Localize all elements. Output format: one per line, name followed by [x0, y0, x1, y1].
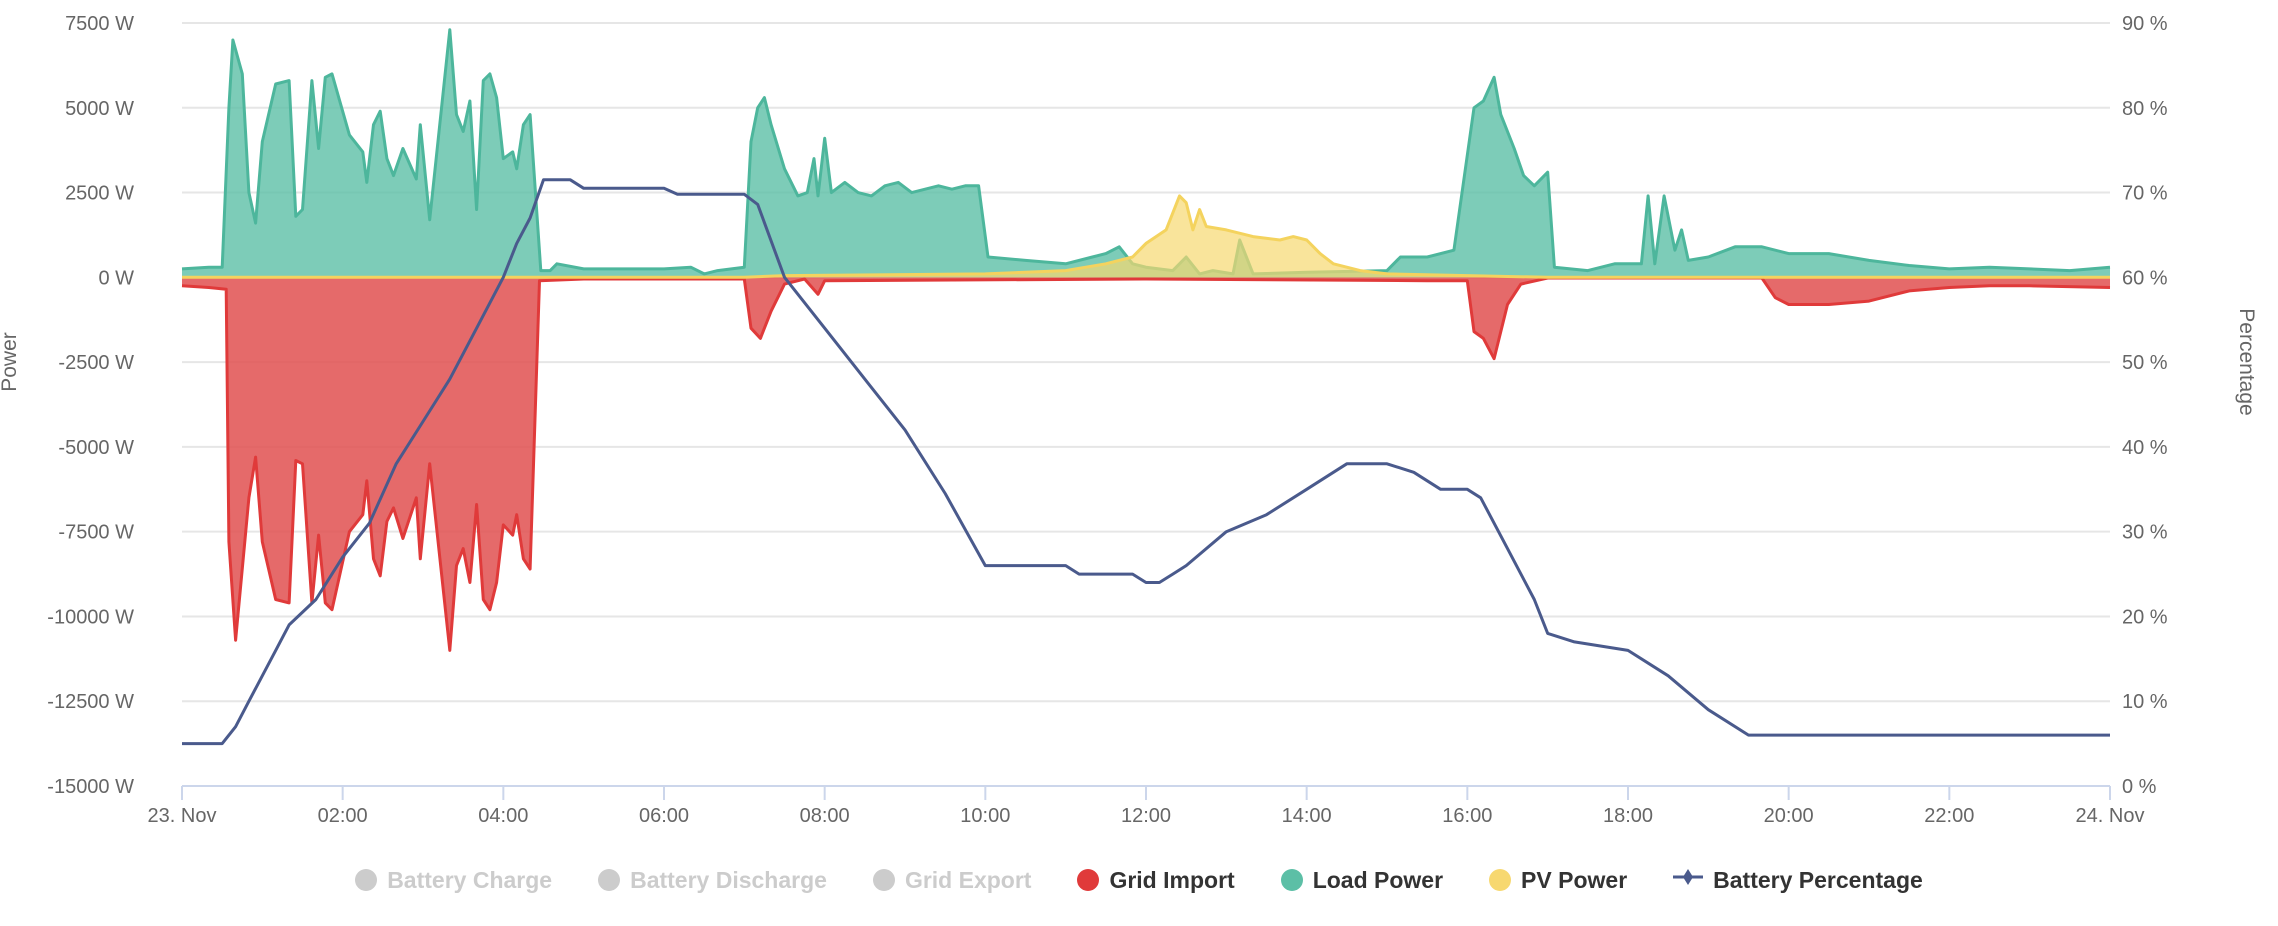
y-right-tick: 80 % [2122, 98, 2168, 120]
pv-power-area [182, 195, 2110, 278]
y-right-tick: 60 % [2122, 267, 2168, 289]
legend-label: Grid Import [1109, 866, 1235, 893]
power-chart: 7500 W 90 % 5000 W 80 % 2500 W 70 % 0 W 60 % -25… [0, 13, 2258, 827]
y-right-tick: 10 % [2122, 691, 2168, 713]
x-tick: 14:00 [1282, 805, 1332, 827]
legend-label: Grid Export [904, 866, 1032, 893]
y-right-tick: 20 % [2122, 606, 2168, 628]
y-left-tick: -12500 W [47, 691, 134, 713]
circle-icon [872, 869, 895, 891]
y-right-tick: 40 % [2122, 437, 2168, 459]
legend: Battery Charge Battery Discharge Grid Expo… [0, 866, 2278, 894]
battery-percentage-line [182, 178, 2110, 746]
circle-icon [1489, 869, 1512, 891]
y-right-tick: 90 % [2122, 13, 2168, 35]
circle-icon [598, 869, 621, 891]
legend-item-battery-percentage[interactable]: Battery Percentage [1673, 866, 1923, 894]
x-tick: 04:00 [478, 805, 528, 827]
legend-item-grid-import[interactable]: Grid Import [1077, 866, 1235, 894]
legend-label: PV Power [1521, 866, 1628, 893]
y-left-tick: -15000 W [47, 776, 134, 798]
series-layer [181, 28, 2111, 746]
circle-icon [1077, 869, 1100, 891]
circle-icon [1280, 869, 1303, 891]
x-tick: 22:00 [1924, 805, 1974, 827]
y-left-tick: 2500 W [65, 183, 134, 205]
legend-label: Load Power [1312, 866, 1444, 893]
legend-item-battery-discharge[interactable]: Battery Discharge [598, 866, 827, 894]
x-tick: 16:00 [1442, 805, 1492, 827]
y-left-tick: 7500 W [65, 13, 134, 35]
legend-label: Battery Discharge [630, 866, 827, 893]
load-power-line [181, 28, 2111, 276]
y-right-tick: 0 % [2122, 776, 2157, 798]
legend-item-pv-power[interactable]: PV Power [1489, 866, 1627, 894]
x-tick: 06:00 [639, 805, 689, 827]
x-tick: 02:00 [318, 805, 368, 827]
legend-item-load-power[interactable]: Load Power [1280, 866, 1444, 894]
line-diamond-icon [1673, 866, 1704, 894]
y-left-tick: -10000 W [47, 606, 134, 628]
circle-icon [355, 869, 378, 891]
y-left-tick: 5000 W [65, 98, 134, 120]
legend-label: Battery Charge [387, 866, 553, 893]
pv-power-line [182, 194, 2110, 279]
x-tick: 23. Nov [148, 805, 217, 827]
grid-import-line [181, 276, 2111, 652]
y-left-tick: 0 W [98, 267, 134, 289]
tick-labels: 7500 W 90 % 5000 W 80 % 2500 W 70 % 0 W 60 % -25… [47, 13, 2168, 827]
y-left-tick: -2500 W [58, 352, 134, 374]
y-left-tick: -5000 W [58, 437, 134, 459]
y-left-axis-title: Power [0, 332, 21, 392]
x-tick: 12:00 [1121, 805, 1171, 827]
grid-import-area [182, 277, 2110, 651]
legend-item-grid-export[interactable]: Grid Export [872, 866, 1032, 894]
y-left-tick: -7500 W [58, 522, 134, 544]
x-tick: 18:00 [1603, 805, 1653, 827]
load-power-area [182, 29, 2110, 278]
y-right-tick: 70 % [2122, 183, 2168, 205]
x-tick: 24. Nov [2076, 805, 2145, 827]
y-right-tick: 50 % [2122, 352, 2168, 374]
legend-item-battery-charge[interactable]: Battery Charge [355, 866, 552, 894]
y-right-tick: 30 % [2122, 522, 2168, 544]
y-right-axis-title: Percentage [2235, 308, 2258, 415]
legend-label: Battery Percentage [1713, 866, 1923, 893]
x-tick: 20:00 [1764, 805, 1814, 827]
x-tick: 08:00 [800, 805, 850, 827]
x-tick: 10:00 [960, 805, 1010, 827]
